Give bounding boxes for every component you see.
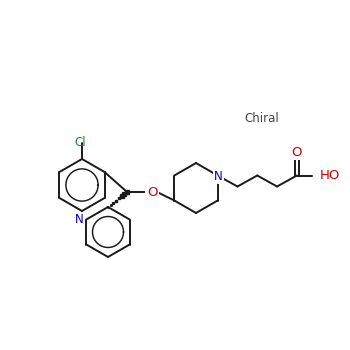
Text: N: N (75, 213, 84, 226)
Text: HO: HO (320, 169, 340, 182)
Text: O: O (147, 186, 157, 198)
Text: N: N (214, 170, 223, 183)
Text: O: O (292, 146, 302, 159)
Text: Chiral: Chiral (245, 112, 279, 125)
Text: Cl: Cl (74, 135, 86, 148)
